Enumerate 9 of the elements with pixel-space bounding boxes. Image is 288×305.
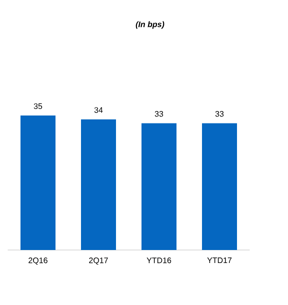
data-label: 33 (154, 111, 164, 117)
x-tick-label: 2Q17 (89, 258, 108, 265)
x-tick-label: 2Q16 (28, 258, 48, 265)
chart-title: (In bps) (136, 21, 164, 29)
x-tick-label: YTD17 (207, 258, 232, 264)
data-label: 35 (34, 103, 42, 110)
data-label: 33 (215, 111, 224, 117)
data-label: 34 (94, 107, 103, 113)
x-tick-label: YTD16 (146, 258, 172, 264)
